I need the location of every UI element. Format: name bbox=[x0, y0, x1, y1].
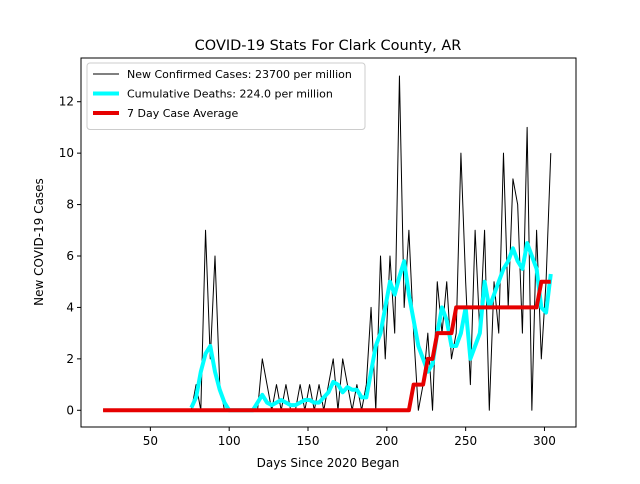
x-tick-label: 250 bbox=[454, 434, 477, 448]
y-tick-label: 12 bbox=[59, 95, 74, 109]
plot-frame bbox=[80, 57, 577, 428]
legend-box bbox=[86, 62, 366, 130]
y-tick-label: 2 bbox=[66, 352, 74, 366]
x-tick-label: 300 bbox=[533, 434, 556, 448]
y-axis-label: New COVID-19 Cases bbox=[32, 178, 46, 306]
chart-title: COVID-19 Stats For Clark County, AR bbox=[195, 38, 462, 54]
series-line bbox=[189, 241, 553, 413]
x-tick-label: 50 bbox=[143, 434, 158, 448]
y-tick-label: 10 bbox=[59, 146, 74, 160]
series-line bbox=[103, 279, 551, 413]
x-tick-label: 200 bbox=[375, 434, 398, 448]
y-tick-label: 4 bbox=[66, 300, 74, 314]
x-tick-label: 100 bbox=[218, 434, 241, 448]
legend: New Confirmed Cases: 23700 per million Cu… bbox=[86, 62, 366, 130]
legend-label: Cumulative Deaths: 224.0 per million bbox=[127, 88, 333, 101]
x-axis-label: Days Since 2020 Began bbox=[257, 456, 400, 470]
x-tick-label: 150 bbox=[297, 434, 320, 448]
y-tick-label: 8 bbox=[66, 198, 74, 212]
legend-label: 7 Day Case Average bbox=[127, 107, 239, 120]
plot-lines bbox=[103, 75, 553, 413]
y-tick-label: 0 bbox=[66, 403, 74, 417]
legend-label: New Confirmed Cases: 23700 per million bbox=[127, 68, 352, 81]
y-tick-label: 6 bbox=[66, 249, 74, 263]
